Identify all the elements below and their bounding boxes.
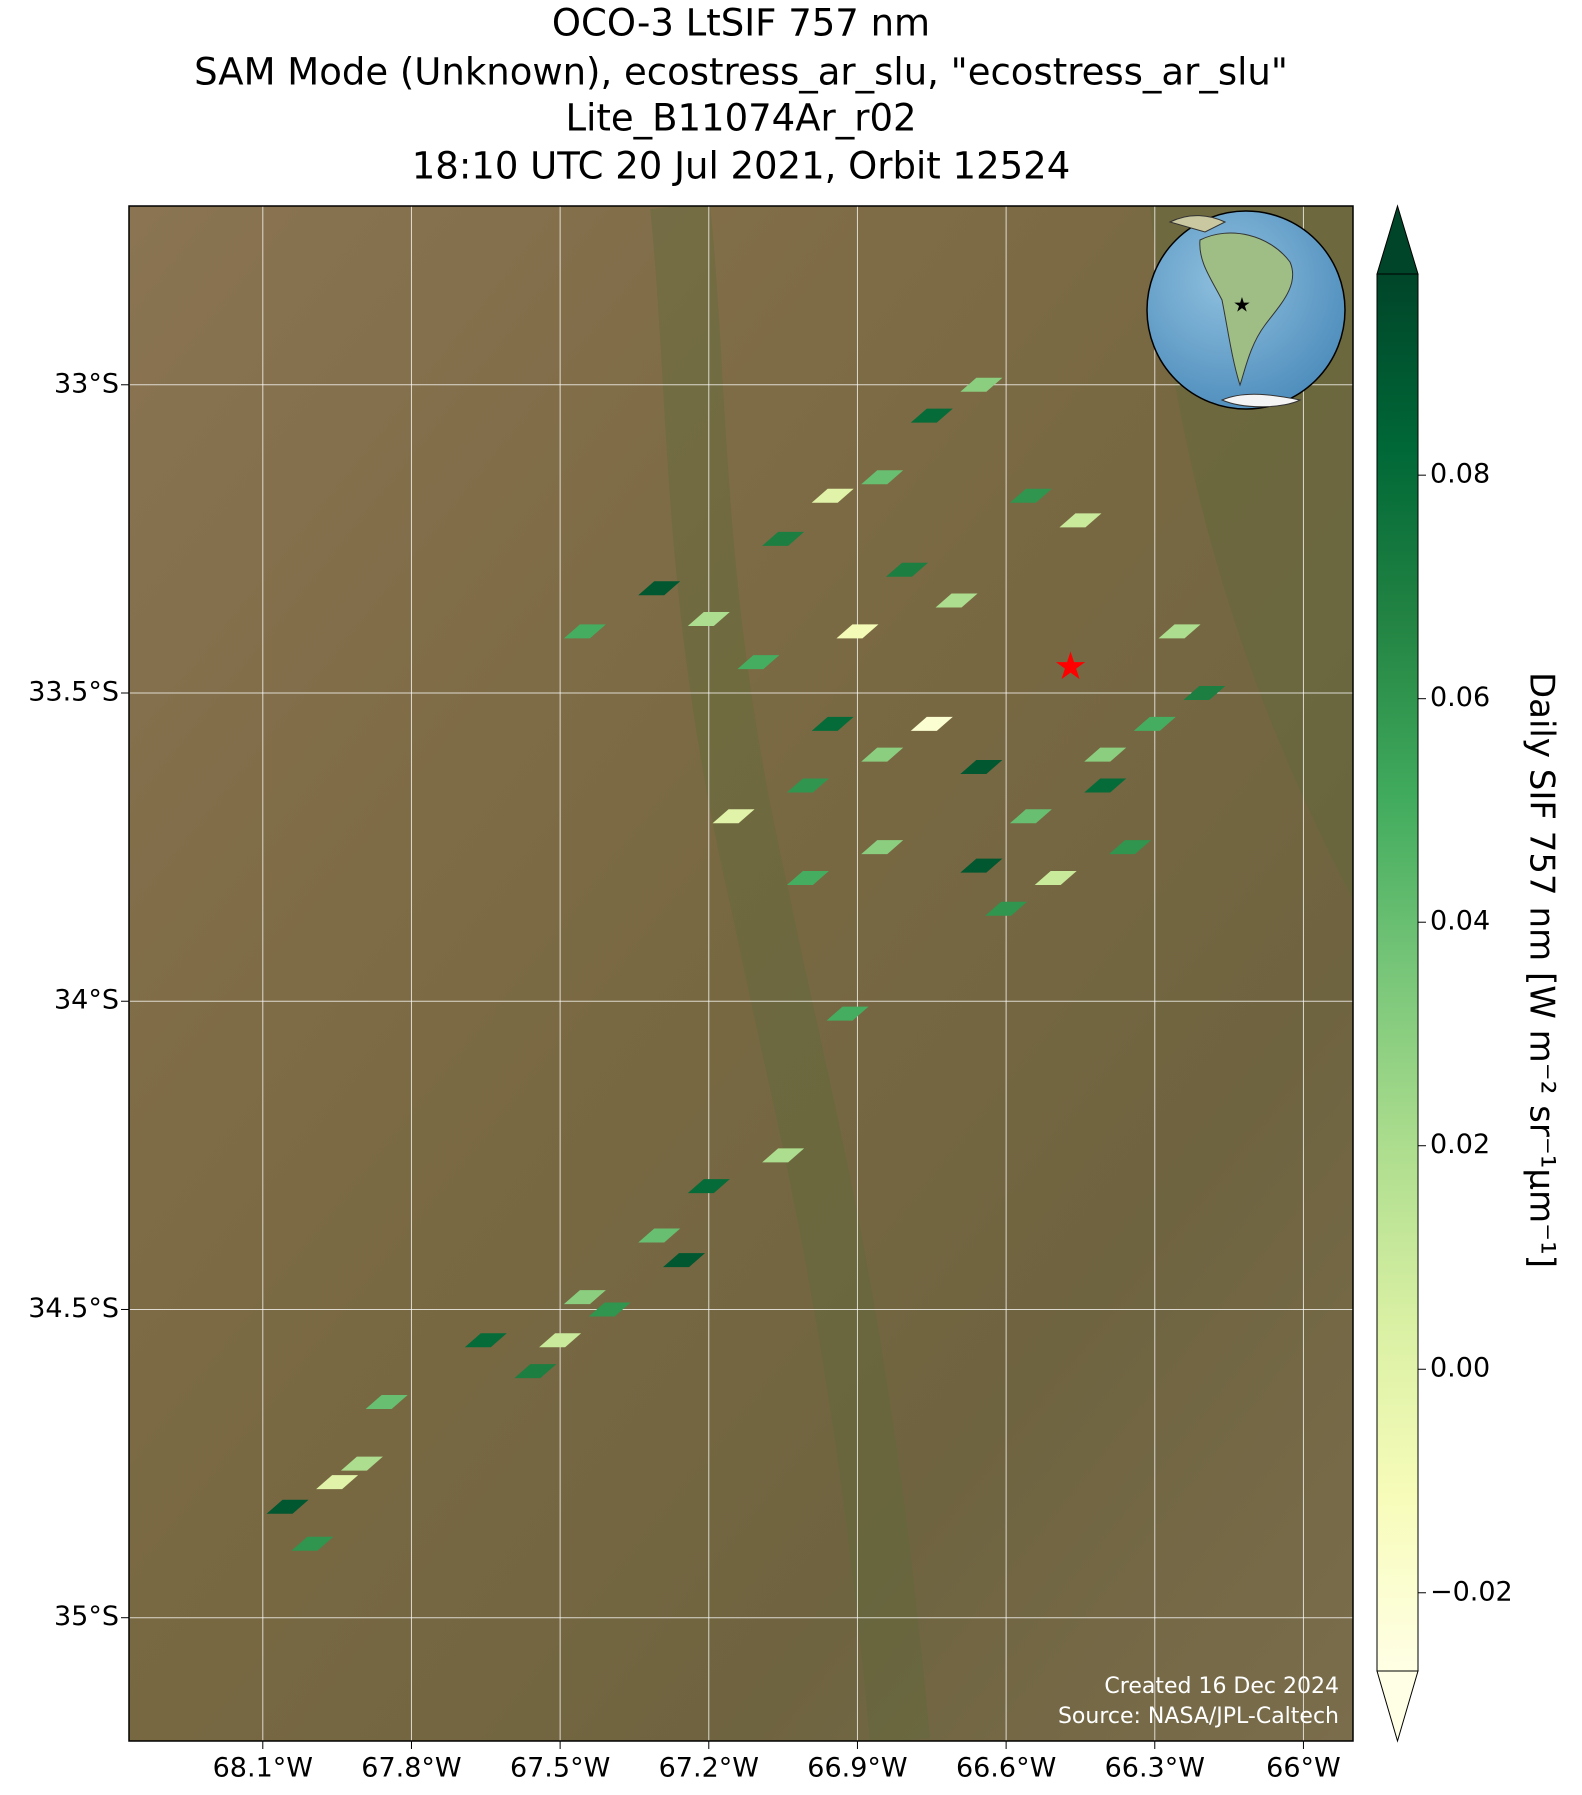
colorbar-tick-label: 0.06 <box>1430 682 1490 713</box>
sif-pixel <box>985 901 1028 916</box>
sif-pixel <box>811 488 854 503</box>
sif-pixel <box>316 1475 359 1490</box>
sif-pixel <box>1009 809 1052 824</box>
x-tick-label: 66.6°W <box>956 1753 1056 1784</box>
sif-pixel <box>1084 747 1127 762</box>
sif-pixel <box>638 1228 681 1243</box>
colorbar-tick-label: 0.02 <box>1430 1129 1490 1160</box>
sif-pixel <box>464 1333 507 1348</box>
sif-pixel <box>563 1290 606 1305</box>
sif-pixel <box>786 870 829 885</box>
sif-pixel <box>1158 624 1201 639</box>
chart-title: SAM Mode (Unknown), ecostress_ar_slu, "e… <box>194 51 1288 94</box>
sif-pixel <box>291 1536 334 1551</box>
x-tick-label: 67.2°W <box>659 1753 759 1784</box>
colorbar-label: Daily SIF 757 nm [W m⁻² sr⁻¹μm⁻¹] <box>1522 672 1562 1268</box>
sif-pixel <box>826 1006 869 1021</box>
map-frame <box>128 205 1354 1742</box>
sif-pixel <box>539 1333 582 1348</box>
sif-pixel <box>861 470 904 485</box>
sif-pixel <box>1034 870 1077 885</box>
sif-pixel <box>1009 488 1052 503</box>
sif-pixel <box>663 1253 706 1268</box>
x-tick-label: 66.9°W <box>807 1753 907 1784</box>
x-tick-label: 66.3°W <box>1105 1753 1205 1784</box>
sif-pixel <box>960 858 1003 873</box>
x-tick-label: 67.5°W <box>510 1753 610 1784</box>
colorbar-extend <box>1376 1670 1419 1743</box>
sif-pixel <box>861 840 904 855</box>
y-tick-label: 33.5°S <box>28 677 119 708</box>
sif-pixel <box>588 1302 631 1317</box>
colorbar <box>1377 274 1418 1671</box>
sif-pixel <box>886 562 929 577</box>
x-tick-label: 67.8°W <box>361 1753 461 1784</box>
colorbar-tick-label: −0.02 <box>1430 1576 1513 1607</box>
sif-pixel <box>811 716 854 731</box>
inset-globe: ★ <box>1146 210 1346 410</box>
y-tick-label: 33°S <box>54 368 119 399</box>
sif-pixel <box>1059 513 1102 528</box>
colorbar-extend <box>1376 204 1419 275</box>
sif-pixel <box>687 612 730 627</box>
svg-text:★: ★ <box>1233 293 1251 317</box>
sif-pixel <box>737 655 780 670</box>
sif-pixel <box>910 716 953 731</box>
colorbar-frame <box>1376 273 1419 1672</box>
sif-pixel <box>960 759 1003 774</box>
sif-pixel <box>687 1179 730 1194</box>
y-tick-label: 35°S <box>54 1601 119 1632</box>
sif-pixel <box>563 624 606 639</box>
sif-pixel <box>1133 716 1176 731</box>
sif-pixel <box>762 1148 805 1163</box>
sif-pixel <box>1084 778 1127 793</box>
y-tick-label: 34.5°S <box>28 1293 119 1324</box>
y-tick-label: 34°S <box>54 985 119 1016</box>
sif-pixel <box>1183 686 1226 701</box>
colorbar-tick-label: 0.00 <box>1430 1353 1490 1384</box>
sif-pixel <box>762 531 805 546</box>
x-tick-label: 68.1°W <box>213 1753 313 1784</box>
sif-pixel <box>1109 840 1152 855</box>
chart-title: OCO-3 LtSIF 757 nm <box>552 2 930 45</box>
colorbar-tick-label: 0.08 <box>1430 459 1490 490</box>
terrain <box>650 206 930 1741</box>
sif-pixel <box>266 1499 309 1514</box>
chart-title: Lite_B11074Ar_r02 <box>565 97 916 140</box>
sif-pixel <box>365 1394 408 1409</box>
colorbar-tick-label: 0.04 <box>1430 906 1490 937</box>
sif-pixel <box>861 747 904 762</box>
sif-pixel <box>960 377 1003 392</box>
credit: Source: NASA/JPL-Caltech <box>1058 1704 1339 1729</box>
sif-pixel <box>340 1456 383 1471</box>
sif-pixel <box>514 1364 557 1379</box>
sif-pixel <box>786 778 829 793</box>
site-marker: ★ <box>1053 644 1087 688</box>
x-tick-label: 66°W <box>1266 1753 1341 1784</box>
sif-pixel <box>712 809 755 824</box>
sif-pixel <box>836 624 879 639</box>
sif-pixel <box>910 408 953 423</box>
credit: Created 16 Dec 2024 <box>1104 1674 1339 1699</box>
satellite-background <box>129 206 1353 1741</box>
chart-title: 18:10 UTC 20 Jul 2021, Orbit 12524 <box>412 145 1071 188</box>
sif-pixel <box>638 581 681 596</box>
sif-pixel <box>935 593 978 608</box>
